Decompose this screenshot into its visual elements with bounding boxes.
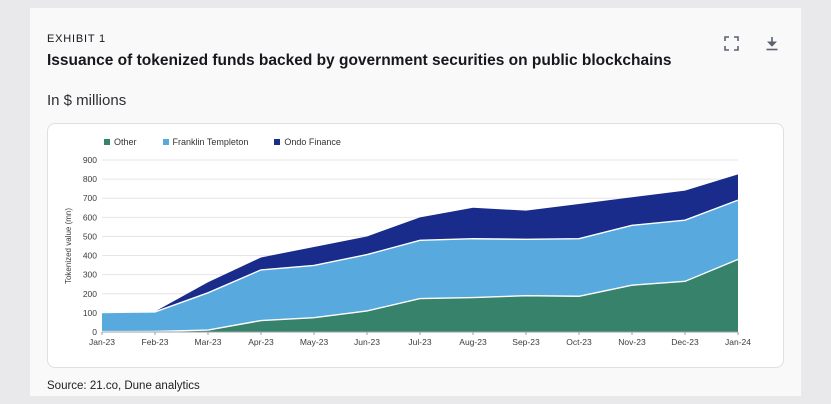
svg-text:Jan-24: Jan-24	[725, 337, 751, 347]
legend-swatch	[274, 139, 281, 145]
legend-swatch	[162, 139, 169, 145]
chart-subtitle: In $ millions	[47, 92, 127, 109]
download-icon[interactable]	[765, 36, 779, 51]
svg-text:800: 800	[83, 174, 97, 184]
legend-label: Franklin Templeton	[172, 137, 249, 147]
svg-text:Mar-23: Mar-23	[195, 337, 222, 347]
chart-panel: Other Franklin Templeton Ondo Finance 0 100…	[47, 123, 784, 368]
svg-text:900: 900	[83, 155, 97, 165]
svg-text:Aug-23: Aug-23	[459, 337, 487, 347]
exhibit-label: EXHIBIT 1	[47, 33, 106, 45]
chart-legend: Other Franklin Templeton Ondo Finance	[104, 137, 769, 147]
svg-text:Jun-23: Jun-23	[354, 337, 380, 347]
svg-text:Tokenized value (mn): Tokenized value (mn)	[64, 208, 73, 284]
svg-text:Sep-23: Sep-23	[512, 337, 540, 347]
page-title: Issuance of tokenized funds backed by go…	[47, 52, 672, 69]
source-note: Source: 21.co, Dune analytics	[47, 380, 200, 392]
svg-text:400: 400	[83, 251, 97, 261]
legend-label: Other	[114, 137, 137, 147]
svg-text:Apr-23: Apr-23	[248, 337, 274, 347]
svg-text:100: 100	[83, 308, 97, 318]
legend-label: Ondo Finance	[284, 137, 341, 147]
legend-swatch	[104, 139, 110, 145]
header-actions	[724, 36, 779, 51]
legend-item-ondo-finance[interactable]: Ondo Finance	[274, 137, 341, 147]
fullscreen-icon[interactable]	[724, 36, 739, 51]
svg-text:May-23: May-23	[300, 337, 329, 347]
svg-text:Dec-23: Dec-23	[671, 337, 699, 347]
svg-text:300: 300	[83, 270, 97, 280]
svg-text:700: 700	[83, 193, 97, 203]
svg-text:Oct-23: Oct-23	[566, 337, 592, 347]
svg-text:600: 600	[83, 212, 97, 222]
content-card: EXHIBIT 1 Issuance of tokenized funds ba…	[30, 8, 801, 396]
svg-text:0: 0	[92, 327, 97, 337]
svg-text:Jan-23: Jan-23	[89, 337, 115, 347]
svg-text:500: 500	[83, 231, 97, 241]
legend-item-other[interactable]: Other	[104, 137, 137, 147]
svg-text:Feb-23: Feb-23	[142, 337, 169, 347]
legend-item-franklin-templeton[interactable]: Franklin Templeton	[162, 137, 249, 147]
svg-text:Nov-23: Nov-23	[618, 337, 646, 347]
svg-text:200: 200	[83, 289, 97, 299]
stacked-area-chart: 0 100 200 300 400 500 600 700 800 900 Jan-23 Feb-23…	[64, 155, 751, 347]
svg-text:Jul-23: Jul-23	[408, 337, 431, 347]
